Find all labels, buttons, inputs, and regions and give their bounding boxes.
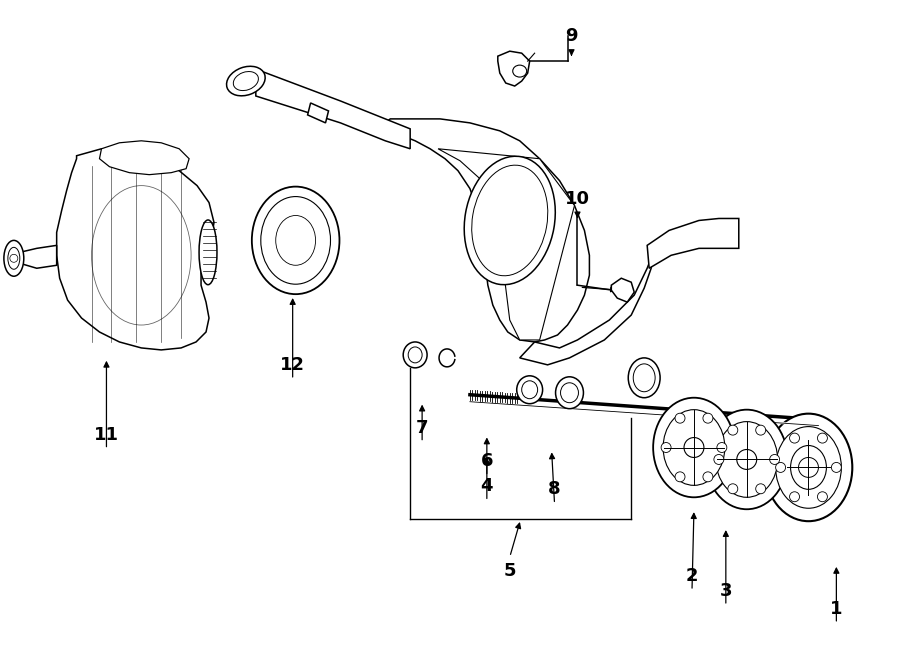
Text: 12: 12 <box>280 356 305 374</box>
Ellipse shape <box>765 414 852 521</box>
Circle shape <box>662 442 671 453</box>
Circle shape <box>728 484 738 494</box>
Ellipse shape <box>561 383 579 403</box>
Text: 9: 9 <box>565 27 578 45</box>
Ellipse shape <box>653 398 734 497</box>
Ellipse shape <box>4 241 23 276</box>
Ellipse shape <box>634 364 655 392</box>
Circle shape <box>703 472 713 482</box>
Ellipse shape <box>555 377 583 408</box>
Text: 8: 8 <box>548 481 561 498</box>
Ellipse shape <box>472 165 548 276</box>
Text: 3: 3 <box>720 582 732 600</box>
Circle shape <box>10 254 18 262</box>
Text: 5: 5 <box>503 562 516 580</box>
Polygon shape <box>611 278 634 302</box>
Circle shape <box>798 457 818 477</box>
Circle shape <box>776 463 786 473</box>
Polygon shape <box>308 103 328 123</box>
Circle shape <box>770 455 779 465</box>
Circle shape <box>737 449 757 469</box>
Ellipse shape <box>513 65 526 77</box>
Polygon shape <box>381 119 590 342</box>
Circle shape <box>728 425 738 435</box>
Text: 6: 6 <box>481 452 493 471</box>
Ellipse shape <box>663 410 724 485</box>
Text: 2: 2 <box>686 567 698 585</box>
Circle shape <box>703 413 713 423</box>
Polygon shape <box>519 251 654 365</box>
Ellipse shape <box>776 426 842 508</box>
Ellipse shape <box>403 342 427 368</box>
Polygon shape <box>14 245 57 268</box>
Polygon shape <box>256 69 410 149</box>
Text: 11: 11 <box>94 426 119 444</box>
Circle shape <box>684 438 704 457</box>
Ellipse shape <box>706 410 788 509</box>
Ellipse shape <box>628 358 660 398</box>
Ellipse shape <box>409 347 422 363</box>
Polygon shape <box>100 141 189 175</box>
Circle shape <box>756 484 766 494</box>
Ellipse shape <box>517 376 543 404</box>
Circle shape <box>789 433 799 443</box>
Text: 1: 1 <box>830 600 842 618</box>
Text: 10: 10 <box>565 190 590 208</box>
Ellipse shape <box>8 247 20 269</box>
Circle shape <box>675 472 685 482</box>
Ellipse shape <box>227 66 266 96</box>
Ellipse shape <box>261 196 330 284</box>
Ellipse shape <box>233 71 258 91</box>
Circle shape <box>817 492 827 502</box>
Ellipse shape <box>252 186 339 294</box>
Ellipse shape <box>522 381 537 399</box>
Ellipse shape <box>199 220 217 285</box>
Circle shape <box>817 433 827 443</box>
Ellipse shape <box>464 156 555 285</box>
Circle shape <box>714 455 724 465</box>
Circle shape <box>756 425 766 435</box>
Polygon shape <box>57 149 214 350</box>
Ellipse shape <box>790 446 826 489</box>
Polygon shape <box>498 51 530 86</box>
Circle shape <box>832 463 842 473</box>
Text: 4: 4 <box>481 477 493 495</box>
Ellipse shape <box>716 422 778 497</box>
Text: 7: 7 <box>416 418 428 436</box>
Ellipse shape <box>275 215 316 265</box>
Polygon shape <box>647 219 739 268</box>
Polygon shape <box>438 149 574 340</box>
Circle shape <box>717 442 727 453</box>
Circle shape <box>789 492 799 502</box>
Circle shape <box>675 413 685 423</box>
